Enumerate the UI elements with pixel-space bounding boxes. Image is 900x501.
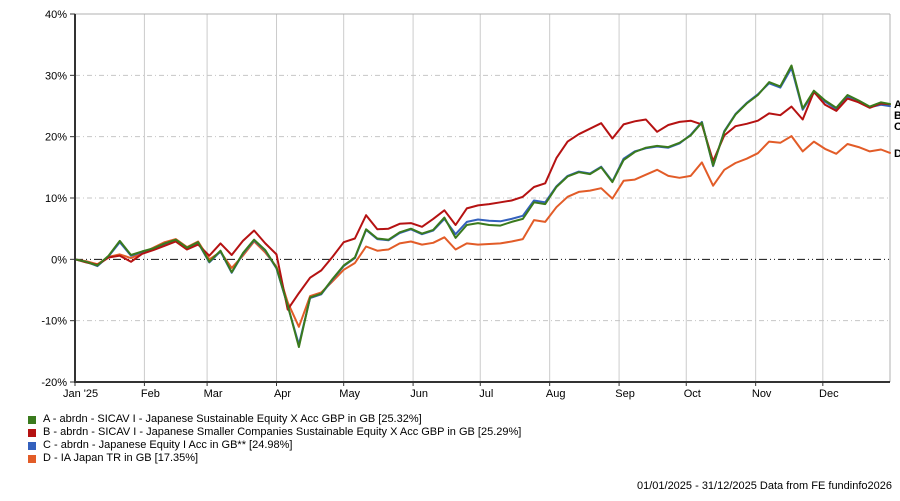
series-C-line: [74, 67, 891, 346]
legend-item-c: C - abrdn - Japanese Equity I Acc in GB*…: [28, 439, 521, 452]
series-D-line: [74, 135, 891, 328]
series-B-endpoint-label: B: [894, 110, 900, 122]
x-tick-label: Nov: [752, 388, 772, 400]
x-tick-label: Jul: [479, 388, 493, 400]
y-tick-label: 30%: [45, 70, 67, 82]
series-D-endpoint-label: D: [894, 148, 900, 160]
series-C-endpoint-label: C: [894, 121, 900, 133]
y-tick-label: 40%: [45, 9, 67, 21]
legend-label-c: C - abrdn - Japanese Equity I Acc in GB*…: [43, 439, 293, 451]
performance-line-chart: 40% 30% 20% 10% 0% -10% -20%Jan '25 Feb Mar Apr Ma…: [41, 9, 900, 400]
legend-label-a: A - abrdn - SICAV I - Japanese Sustainab…: [43, 413, 422, 425]
legend-item-a: A - abrdn - SICAV I - Japanese Sustainab…: [28, 413, 521, 426]
x-tick-label: Sep: [615, 388, 635, 400]
series-B-line: [74, 90, 891, 311]
x-tick-label: May: [339, 388, 360, 400]
legend-marker-b: [28, 428, 36, 437]
legend-marker-d: [28, 454, 36, 463]
x-tick-label: Mar: [204, 388, 223, 400]
y-tick-label: -20%: [41, 377, 67, 389]
legend-label-d: D - IA Japan TR in GB [17.35%]: [43, 452, 199, 464]
date-range-footer: 01/01/2025 - 31/12/2025 Data from FE fun…: [636, 480, 892, 492]
legend-item-d: D - IA Japan TR in GB [17.35%]: [28, 452, 521, 465]
y-tick-label: 10%: [45, 193, 67, 205]
chart-legend: A - abrdn - SICAV I - Japanese Sustainab…: [28, 413, 521, 465]
legend-marker-a: [28, 415, 36, 424]
x-tick-label: Jan '25: [63, 388, 98, 400]
y-tick-label: 0%: [51, 254, 67, 266]
y-tick-label: 20%: [45, 132, 67, 144]
legend-item-b: B - abrdn - SICAV I - Japanese Smaller C…: [28, 426, 521, 439]
legend-marker-c: [28, 441, 36, 450]
x-tick-label: Apr: [274, 388, 291, 400]
x-tick-label: Aug: [546, 388, 566, 400]
x-tick-label: Oct: [684, 388, 701, 400]
x-tick-label: Jun: [410, 388, 428, 400]
x-tick-label: Dec: [819, 388, 839, 400]
series-A-endpoint-label: A: [894, 99, 900, 111]
x-tick-label: Feb: [141, 388, 160, 400]
series-A-line: [74, 64, 891, 348]
legend-label-b: B - abrdn - SICAV I - Japanese Smaller C…: [43, 426, 522, 438]
y-tick-label: -10%: [41, 316, 67, 328]
